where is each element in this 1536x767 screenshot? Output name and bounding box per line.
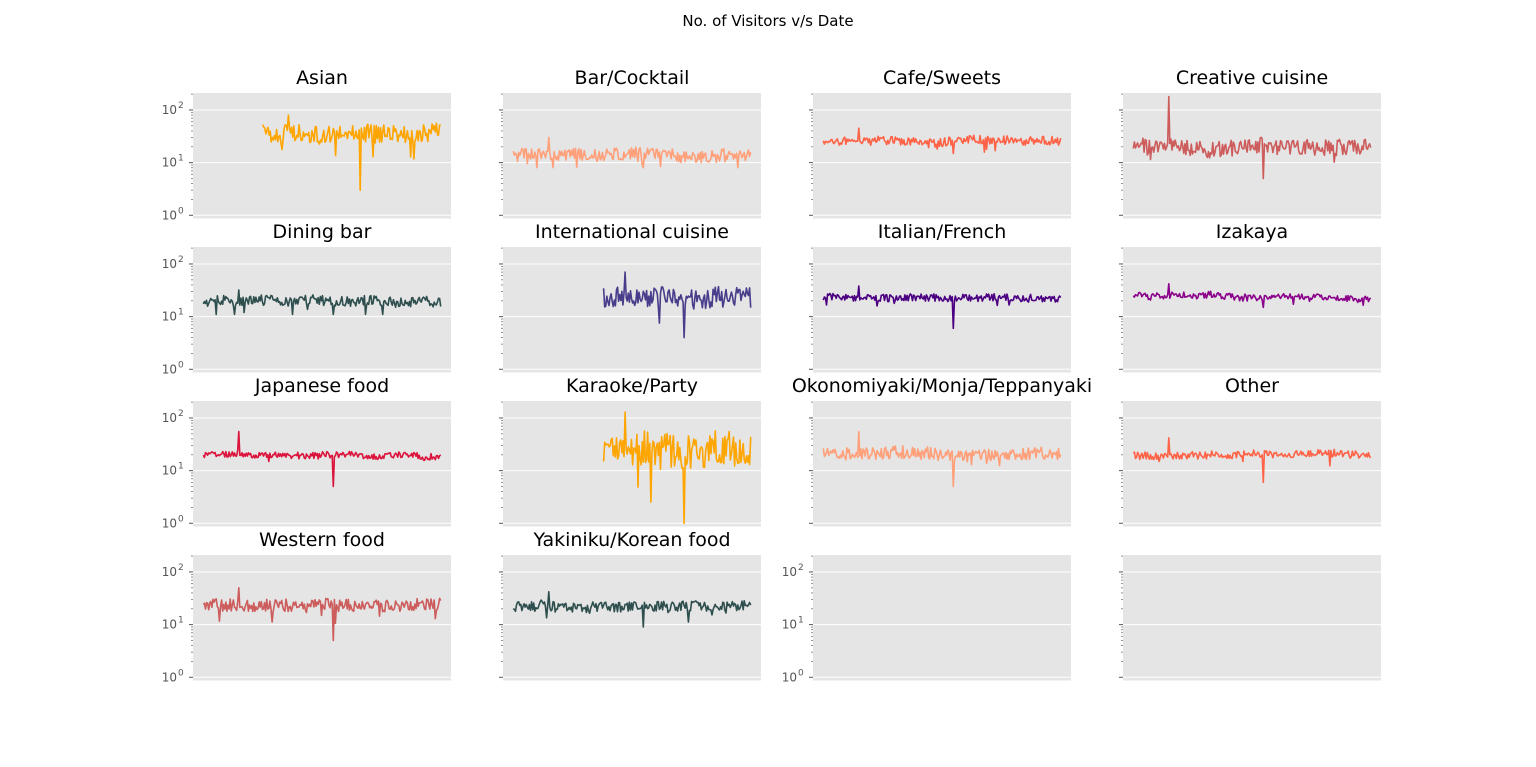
subplot-3: Cafe/Sweets [809,67,1071,220]
y-tick-label-exponent: 2 [798,563,804,573]
subplot-title: Okonomiyaki/Monja/Teppanyaki [792,375,1092,397]
plot-background [1123,401,1381,527]
series-line [1132,436,1372,484]
subplot-14: Yakiniku/Korean food [499,529,761,682]
series-line [512,590,752,628]
plot-background [1123,93,1381,219]
y-tick-label-exponent: 1 [798,616,804,626]
plot-background [503,247,761,373]
subplot-title: Cafe/Sweets [883,67,1001,89]
y-tick-label-exponent: 0 [178,206,184,216]
subplot-4: Creative cuisine [1119,67,1381,220]
y-tick-label: 10 [162,362,177,376]
y-tick-label-exponent: 0 [798,668,804,678]
plot-background [813,93,1071,219]
y-tick-label: 10 [162,464,177,478]
series-line [202,430,442,488]
subplot-title: Creative cuisine [1176,67,1328,89]
y-tick-label: 10 [162,618,177,632]
y-tick-label-exponent: 1 [178,308,184,318]
y-tick-label-exponent: 2 [178,409,184,419]
plot-background [193,247,451,373]
plot-background [813,401,1071,527]
y-tick-label-exponent: 0 [178,360,184,370]
subplot-10: Karaoke/Party [499,375,761,528]
y-tick-label-exponent: 0 [178,514,184,524]
y-tick-label-exponent: 1 [178,462,184,472]
plot-background [503,555,761,681]
subplot-title: Dining bar [273,221,372,243]
y-tick-label: 10 [782,618,797,632]
y-tick-label: 10 [162,156,177,170]
series-line [202,586,442,642]
y-tick-label: 10 [162,208,177,222]
subplot-16 [1119,555,1381,682]
y-tick-label-exponent: 1 [178,616,184,626]
subplot-title: Western food [259,529,385,551]
plot-background [193,555,451,681]
chart-title: No. of Visitors v/s Date [682,12,853,30]
y-tick-label-exponent: 0 [178,668,184,678]
plot-background [1123,247,1381,373]
series-line [602,271,752,339]
subplot-11: Okonomiyaki/Monja/Teppanyaki [792,375,1092,528]
y-tick-label: 10 [162,411,177,425]
series-line [1132,95,1372,180]
series-line [602,411,752,525]
subplot-title: Japanese food [254,375,389,397]
y-tick-label: 10 [162,670,177,684]
subplot-6: International cuisine [499,221,761,374]
series-line [202,289,442,316]
subplot-title: International cuisine [535,221,729,243]
plot-background [813,247,1071,373]
subplot-8: Izakaya [1119,221,1381,374]
subplot-title: Other [1225,375,1279,397]
y-tick-label: 10 [782,565,797,579]
series-line [822,127,1062,155]
y-tick-label: 10 [162,310,177,324]
plot-background [193,401,451,527]
subplot-title: Italian/French [878,221,1007,243]
y-tick-label: 10 [162,103,177,117]
plot-background [1123,555,1381,681]
plot-background [193,93,451,219]
y-tick-label: 10 [782,670,797,684]
series-line [822,285,1062,330]
subplot-title: Bar/Cocktail [575,67,690,89]
y-tick-label: 10 [162,565,177,579]
y-tick-label-exponent: 2 [178,101,184,111]
series-line [822,430,1062,488]
subplot-2: Bar/Cocktail [499,67,761,220]
subplot-title: Izakaya [1216,221,1288,243]
subplot-12: Other [1119,375,1381,528]
y-tick-label: 10 [162,516,177,530]
plot-background [813,555,1071,681]
subplot-7: Italian/French [809,221,1071,374]
subplot-title: Karaoke/Party [566,375,698,397]
series-line [261,114,441,191]
y-tick-label-exponent: 2 [178,563,184,573]
y-tick-label-exponent: 1 [178,154,184,164]
series-line [512,136,752,169]
subplot-title: Yakiniku/Korean food [532,529,730,551]
y-tick-label: 10 [162,257,177,271]
y-tick-label-exponent: 2 [178,255,184,265]
series-line [1132,282,1372,309]
subplot-title: Asian [296,67,348,89]
